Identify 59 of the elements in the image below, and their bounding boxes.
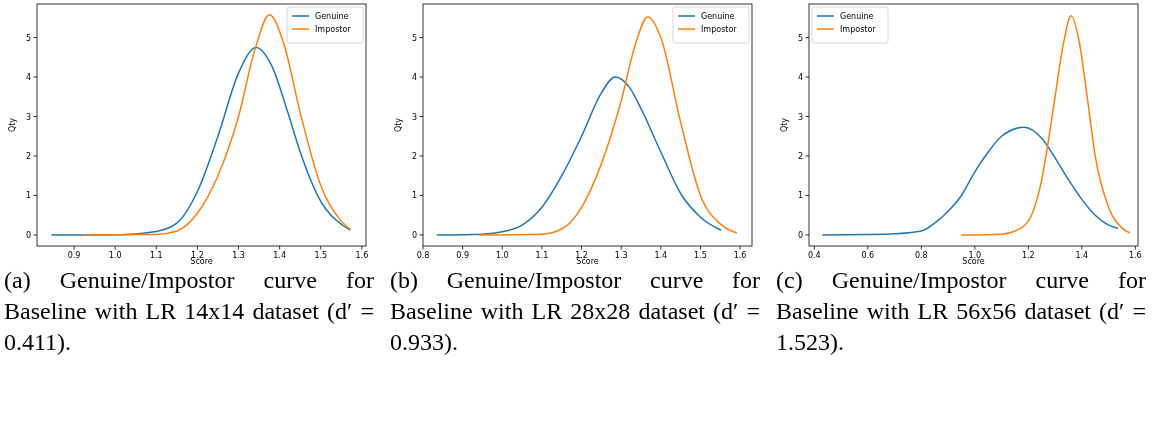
x-tick-label: 1.6 — [733, 251, 747, 260]
x-tick-label: 1.2 — [1021, 251, 1035, 260]
y-tick-label: 1 — [25, 191, 31, 201]
x-tick-label: 1.0 — [108, 251, 122, 260]
legend-label: Genuine — [315, 12, 349, 21]
y-tick-label: 4 — [25, 73, 31, 83]
y-tick-label: 5 — [411, 33, 417, 43]
x-tick-label: 0.9 — [456, 251, 470, 260]
y-tick-label: 3 — [797, 112, 803, 122]
x-axis-title: Score — [576, 257, 599, 266]
line-series — [436, 76, 722, 236]
line-series — [960, 15, 1131, 236]
text: (b) Genuine/Impostor curve for Baseline with LR 28x28 dataset (d′ = 0.933). — [389, 266, 760, 357]
x-tick-label: 1.5 — [314, 251, 328, 260]
legend-label: Genuine — [701, 12, 735, 21]
y-tick-label: 1 — [411, 191, 417, 201]
x-tick-label: 1.5 — [694, 251, 707, 260]
y-tick-label: 4 — [411, 73, 417, 83]
y-tick-label: 3 — [411, 112, 417, 122]
y-tick-label: 0 — [797, 230, 803, 240]
x-tick-label: 1.4 — [273, 251, 286, 260]
legend-label: Genuine — [840, 12, 874, 21]
legend-label: Impostor — [701, 25, 738, 34]
x-tick-label: 0.4 — [807, 251, 821, 260]
x-tick-label: 1.0 — [495, 251, 509, 260]
x-tick-label: 1.6 — [355, 251, 369, 260]
x-tick-label: 1.4 — [1075, 251, 1089, 260]
y-tick-label: 4 — [797, 73, 803, 83]
x-tick-label: 1.0 — [968, 251, 982, 260]
y-tick-label: 0 — [25, 230, 31, 240]
y-tick-label: 2 — [25, 151, 31, 161]
legend-label: Impostor — [840, 25, 877, 34]
y-tick-label: 5 — [25, 33, 31, 43]
y-axis-title: Qty — [780, 117, 789, 133]
legend-label: Impostor — [315, 25, 352, 34]
line-series — [821, 126, 1119, 236]
y-tick-label: 2 — [797, 151, 803, 161]
x-tick-label: 0.8 — [914, 251, 928, 260]
x-tick-label: 1.3 — [614, 251, 628, 260]
x-axis-title: Score — [962, 257, 985, 266]
y-axis-title: Qty — [8, 117, 17, 133]
y-tick-label: 3 — [25, 112, 31, 122]
text: (c) Genuine/Impostor curve for Baseline with LR 56x56 dataset (d′ = 1.523). — [775, 266, 1146, 357]
line-series — [82, 13, 352, 236]
x-tick-label: 1.3 — [232, 251, 245, 260]
line-series — [50, 46, 352, 236]
y-tick-label: 2 — [411, 151, 417, 161]
x-tick-label: 0.6 — [861, 251, 875, 260]
y-tick-label: 1 — [797, 191, 803, 201]
x-tick-label: 1.1 — [535, 251, 549, 260]
x-tick-label: 0.9 — [67, 251, 81, 260]
y-tick-label: 5 — [797, 33, 803, 43]
x-tick-label: 1.1 — [149, 251, 163, 260]
x-tick-label: 1.4 — [654, 251, 668, 260]
text: (a) Genuine/Impostor curve for Baseline with LR 14x14 dataset (d′ = 0.411). — [3, 266, 374, 357]
x-tick-label: 1.6 — [1128, 251, 1142, 260]
y-axis-title: Qty — [394, 117, 403, 133]
y-tick-label: 0 — [411, 230, 417, 240]
x-tick-label: 0.8 — [416, 251, 430, 260]
